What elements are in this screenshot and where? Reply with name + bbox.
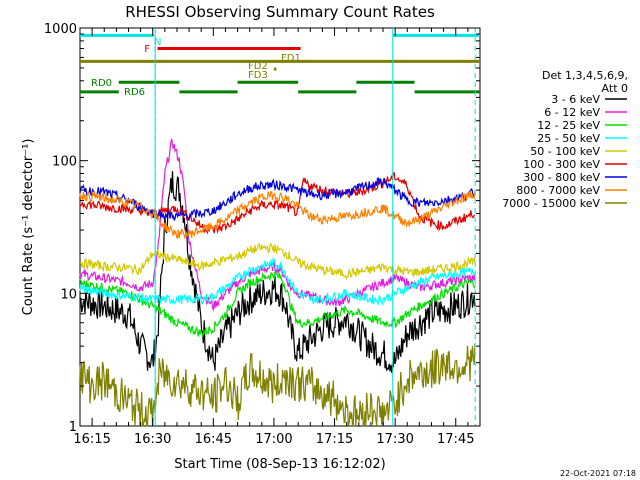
x-tick-label: 17:15 bbox=[316, 432, 353, 447]
flag-fd3-label: FD3 bbox=[248, 70, 268, 81]
legend-label: 25 - 50 keV bbox=[537, 132, 600, 145]
series-line bbox=[79, 171, 476, 373]
flag-n-label: N bbox=[154, 37, 161, 48]
series-300-800-kev bbox=[79, 177, 476, 222]
x-axis-label: Start Time (08-Sep-13 16:12:02) bbox=[174, 457, 385, 472]
flag-fd2-label: FD2 bbox=[248, 61, 268, 72]
x-tick-label: 16:30 bbox=[134, 432, 171, 447]
vline-layer bbox=[154, 28, 476, 426]
series-6-12-kev bbox=[79, 138, 476, 312]
legend-label: 12 - 25 keV bbox=[537, 119, 600, 132]
series-line bbox=[79, 257, 476, 306]
x-tick-label: 17:30 bbox=[376, 432, 413, 447]
legend-label: 300 - 800 keV bbox=[523, 171, 600, 184]
flag-rd6-label: RD6 bbox=[124, 87, 145, 98]
series-3-6-kev bbox=[79, 171, 476, 373]
series-line bbox=[79, 138, 476, 312]
legend-label: 100 - 300 keV bbox=[523, 158, 600, 171]
legend-header: Det 1,3,4,5,6,9, bbox=[542, 69, 628, 82]
series-line bbox=[79, 177, 476, 222]
flag-rd0-label: RD0 bbox=[91, 78, 112, 89]
series-line bbox=[79, 190, 476, 240]
legend-header: Att 0 bbox=[602, 82, 628, 95]
series-line bbox=[79, 269, 476, 338]
series-50-100-kev bbox=[79, 242, 476, 280]
plot-frame bbox=[79, 27, 481, 427]
x-tick-label: 17:45 bbox=[437, 432, 474, 447]
y-axis-label: Count Rate (s⁻¹ detector⁻¹) bbox=[21, 139, 36, 316]
series-layer bbox=[79, 138, 476, 427]
legend-label: 800 - 7000 keV bbox=[516, 184, 600, 197]
legend-label: 50 - 100 keV bbox=[530, 145, 600, 158]
series-line bbox=[79, 242, 476, 280]
series-7000-15000-kev bbox=[79, 343, 476, 427]
flag-f-label: F bbox=[144, 44, 150, 55]
series-100-300-kev bbox=[79, 172, 475, 235]
series-line bbox=[79, 172, 475, 235]
y-tick-label: 1000 bbox=[44, 22, 77, 37]
series-800-7000-kev bbox=[79, 190, 476, 240]
y-tick-label: 100 bbox=[52, 155, 77, 170]
x-tick-label: 16:15 bbox=[73, 432, 110, 447]
legend-label: 7000 - 15000 keV bbox=[502, 197, 600, 210]
axis-layer: 16:15 16:30 16:45 17:00 17:15 17:30 17:45 1 10 10… bbox=[44, 22, 480, 447]
series-line bbox=[79, 343, 476, 427]
footer-date: 22-Oct-2021 07:18 bbox=[560, 469, 636, 478]
legend-label: 6 - 12 keV bbox=[544, 106, 600, 119]
y-tick-label: 1 bbox=[69, 420, 77, 435]
chart-title: RHESSI Observing Summary Count Rates bbox=[125, 3, 435, 21]
y-tick-label: 10 bbox=[60, 287, 77, 302]
legend-label: 3 - 6 keV bbox=[551, 93, 600, 106]
x-tick-label: 16:45 bbox=[195, 432, 232, 447]
x-tick-label: 17:00 bbox=[255, 432, 292, 447]
series-25-50-kev bbox=[79, 257, 476, 306]
flag-fd1-label: FD1 bbox=[281, 53, 301, 64]
series-12-25-kev bbox=[79, 269, 476, 338]
